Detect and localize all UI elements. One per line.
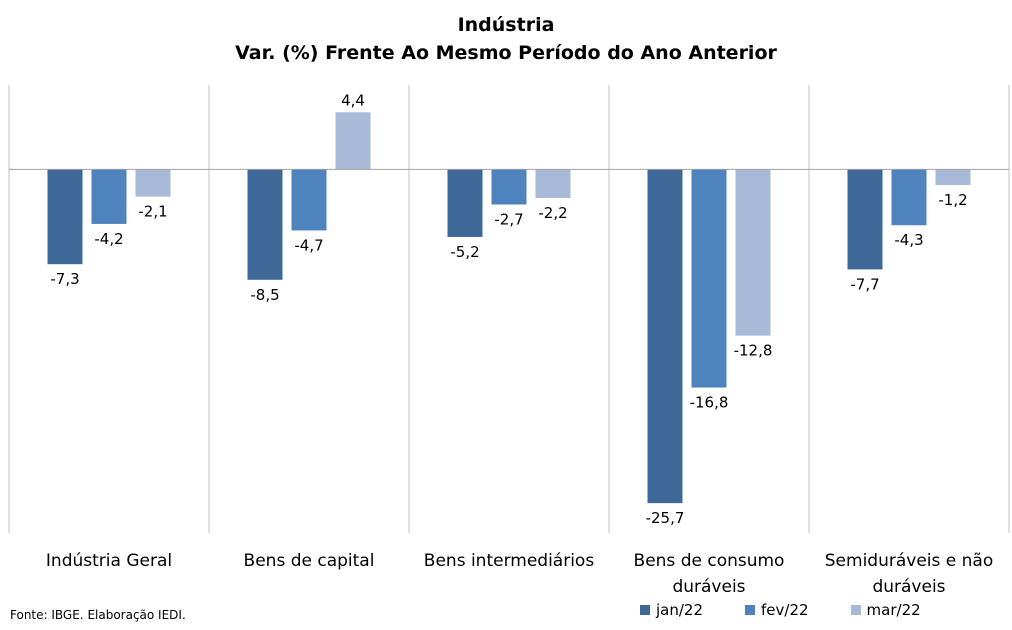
data-label: -2,1 <box>138 203 167 221</box>
source-note: Fonte: IBGE. Elaboração IEDI. <box>10 608 186 622</box>
data-label: -2,2 <box>538 204 567 222</box>
legend-label-jan22: jan/22 <box>656 601 704 619</box>
data-label: -7,3 <box>50 270 79 288</box>
bar <box>891 169 927 226</box>
data-label: -4,3 <box>894 231 923 249</box>
bar <box>335 112 371 170</box>
legend-swatch-jan22 <box>640 605 650 615</box>
legend-item-jan22: jan/22 <box>640 601 703 619</box>
legend: jan/22 fev/22 mar/22 <box>640 601 921 619</box>
x-tick-label: Indústria Geral <box>46 551 172 571</box>
x-tick-label: Bens de capital <box>244 551 375 571</box>
data-label: -12,8 <box>734 342 773 360</box>
chart-subtitle: Var. (%) Frente Ao Mesmo Período do Ano … <box>235 42 777 64</box>
legend-label-mar22: mar/22 <box>866 601 921 619</box>
bar <box>91 169 127 224</box>
x-tick-label: duráveis <box>872 577 945 597</box>
bar <box>691 169 727 388</box>
legend-swatch-fev22 <box>745 605 756 615</box>
legend-item-fev22: fev/22 <box>745 601 809 619</box>
bar <box>247 169 283 280</box>
legend-item-mar22: mar/22 <box>850 601 921 619</box>
bar <box>647 169 683 504</box>
data-label: -7,7 <box>850 275 879 293</box>
data-label: -4,7 <box>294 236 323 254</box>
bar <box>847 169 883 270</box>
data-label: -4,2 <box>94 230 123 248</box>
bar <box>735 169 771 336</box>
data-label: -8,5 <box>250 286 279 304</box>
bar <box>491 169 527 205</box>
legend-label-fev22: fev/22 <box>761 601 809 619</box>
bar <box>535 169 571 198</box>
data-label: -5,2 <box>450 243 479 261</box>
bar <box>47 169 83 265</box>
x-tick-label: Bens intermediários <box>424 551 595 571</box>
chart-title: Indústria <box>457 14 555 36</box>
x-tick-label: Semiduráveis e não <box>825 551 993 571</box>
bar <box>935 169 971 185</box>
data-label: -16,8 <box>690 394 729 412</box>
data-label: 4,4 <box>341 91 365 109</box>
bar <box>135 169 171 197</box>
data-label: -2,7 <box>494 210 523 228</box>
legend-swatch-mar22 <box>850 605 861 615</box>
x-tick-label: duráveis <box>672 577 745 597</box>
bar <box>291 169 327 231</box>
data-label: -1,2 <box>938 191 967 209</box>
bar <box>447 169 483 237</box>
x-tick-label: Bens de consumo <box>634 551 785 571</box>
data-label: -25,7 <box>646 509 685 527</box>
